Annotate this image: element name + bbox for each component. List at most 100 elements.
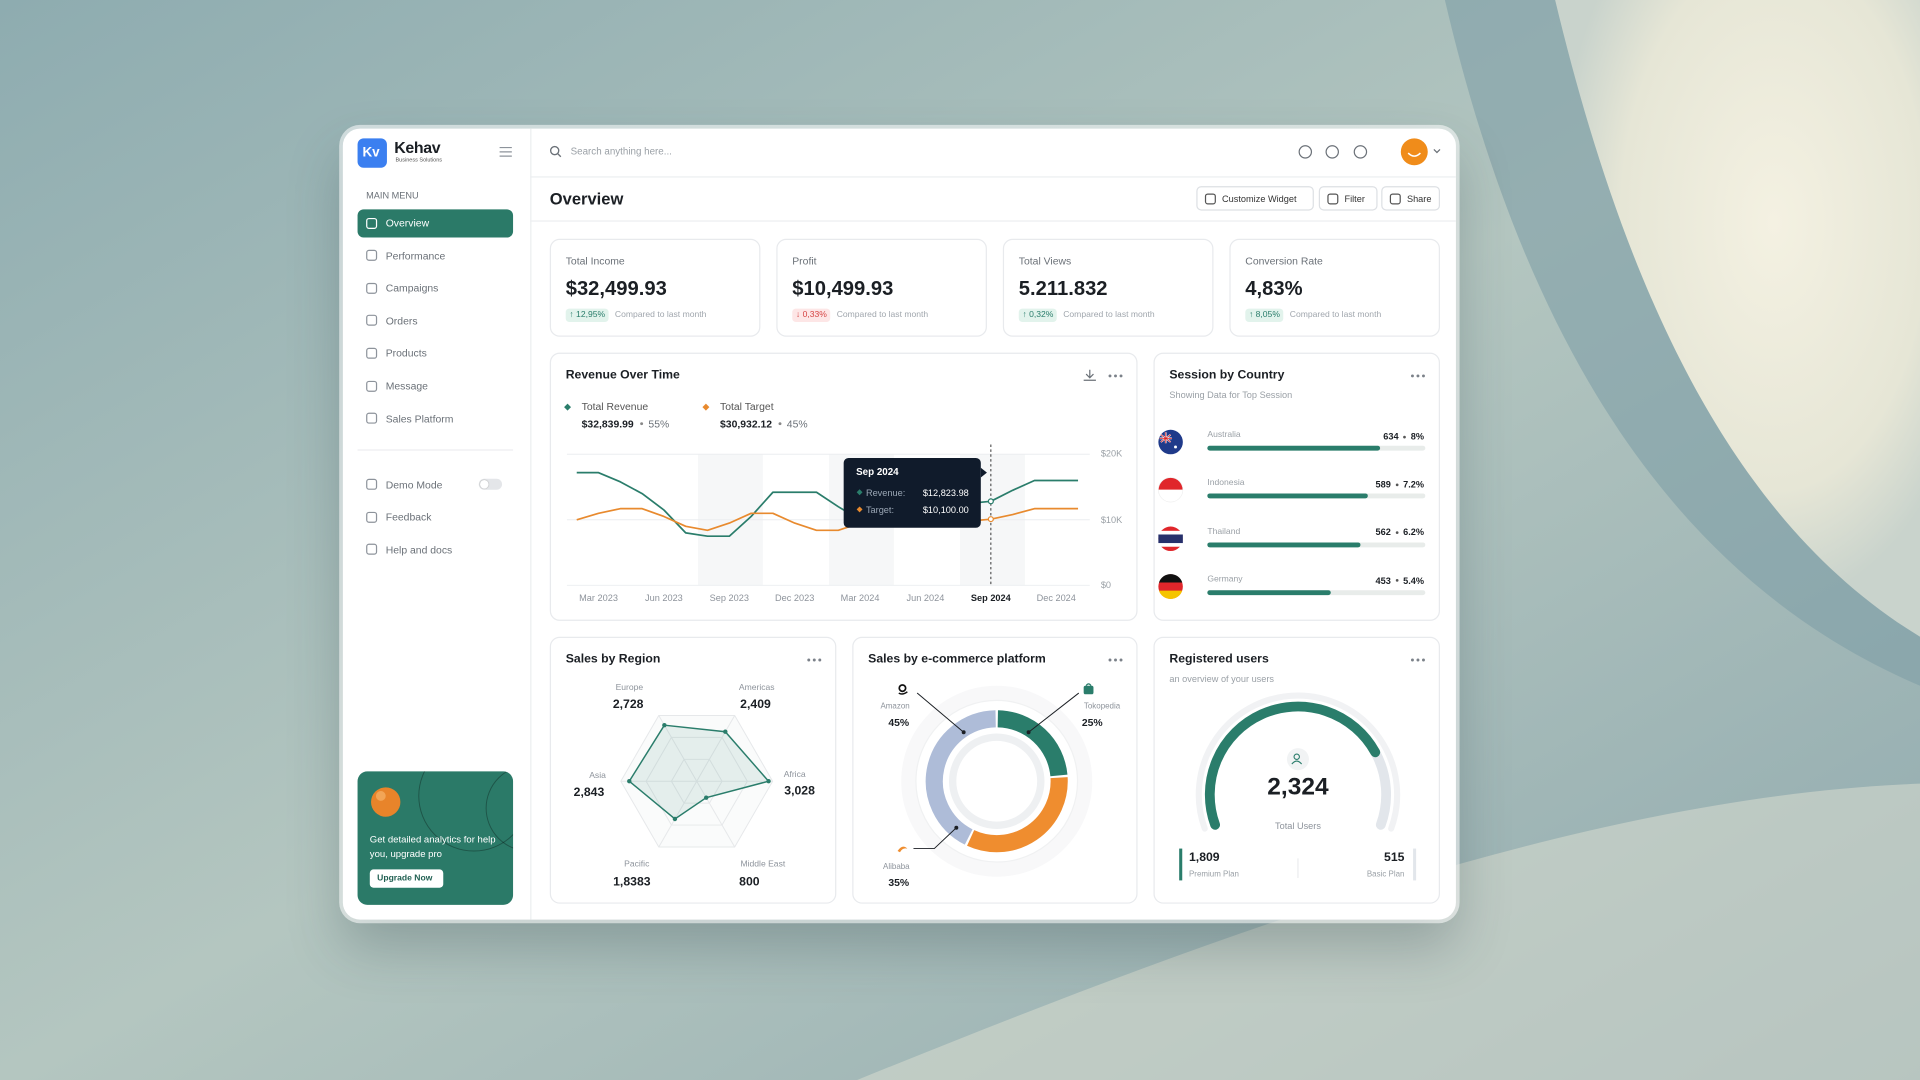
menu-item[interactable]: Performance [358,241,514,269]
dot [639,422,643,426]
legend-name: Total Target [720,400,774,413]
legend-total: $32,839.99 [581,417,634,430]
tooltip-label: Target: [865,504,895,516]
menu-section: MAIN MENU [366,189,419,201]
page-title: Overview [549,189,624,209]
platform-logo [898,684,908,695]
menu-item[interactable]: Help and docs [358,536,514,564]
more-button[interactable] [1410,373,1426,378]
bar [1207,590,1331,595]
promo-ball [371,787,401,817]
hover-point [987,498,994,505]
bar [1207,493,1368,499]
download-button[interactable] [1083,369,1096,382]
card-title: Sales by e-commerce platform [868,652,1046,667]
search-input[interactable]: Search anything here... [570,145,672,157]
icon [366,282,378,294]
flag [1158,477,1184,503]
leader-dot [954,825,959,830]
card-subtitle: an overview of your users [1169,673,1275,685]
kpi-label: Conversion Rate [1245,254,1323,267]
premium-value: 1,809 [1188,851,1220,865]
upgrade-button[interactable]: Upgrade Now [369,869,444,888]
separator-dot [1395,483,1399,486]
brand-name: Kehav [394,138,441,157]
icon [366,380,378,392]
menu-label: Products [385,347,427,360]
dot [1395,579,1399,583]
icon-shape [1325,145,1339,159]
menu-label: Sales Platform [385,412,454,425]
country-name: Thailand [1207,527,1241,536]
dot [1422,374,1425,378]
icon-shape [1204,193,1216,205]
dot [1114,374,1117,378]
menu-item[interactable]: Campaigns [358,274,514,302]
menu-item[interactable]: Products [358,339,514,367]
kpi-note: Compared to last month [836,310,929,319]
radar-point [672,816,678,822]
dot [1416,658,1420,662]
menu-label: Demo Mode [385,478,443,491]
header-button[interactable]: Customize Widget [1196,186,1314,211]
dot [777,422,781,426]
country-bar [1207,590,1426,595]
platform-logo [897,846,908,853]
more-button[interactable] [807,658,822,663]
menu-item[interactable]: Overview [357,208,514,237]
icon-shape [1327,193,1339,205]
donut-segment [967,777,1068,853]
country-name: Indonesia [1207,479,1245,488]
region-name: Pacific [624,860,650,869]
legend-marker [702,403,710,411]
more-button[interactable] [1108,373,1123,378]
country-share: 8% [1410,430,1425,442]
header-button[interactable]: Share [1381,186,1440,211]
more-button[interactable] [1410,658,1426,663]
menu-item[interactable]: Orders [358,306,514,334]
icon-shape [366,347,378,359]
country-stats: 453 5.4% [1376,575,1425,586]
more-button[interactable] [1108,658,1123,663]
promo-decoration [371,771,514,852]
menu-item[interactable]: Message [358,372,514,400]
card-title: Registered users [1169,652,1269,667]
avatar-face [1400,138,1428,166]
country-stats: 589 7.2% [1376,479,1425,490]
region-name: Africa [783,770,806,780]
demo-toggle[interactable] [478,478,503,490]
leader-dot [1026,730,1031,735]
country-share: 5.4% [1403,575,1425,587]
menu-toggle[interactable] [499,146,512,157]
icon [366,478,378,490]
x-tick-label: Sep 2023 [709,592,749,604]
toolbar-button[interactable] [1325,144,1340,159]
menu-item[interactable]: Demo Mode [358,470,514,498]
region-name: Americas [738,683,775,693]
card-title: Sales by Region [565,652,661,667]
kpi-change: ↑ 8,05% [1245,307,1284,322]
x-tick-label: Mar 2024 [840,592,880,604]
toolbar-button[interactable] [1298,144,1313,159]
icon [366,511,378,523]
dot [1119,374,1123,378]
icon-shape [1298,145,1313,159]
menu-item[interactable]: Sales Platform [358,404,514,432]
dot [818,658,822,662]
separator-dot [1395,531,1399,535]
tooltip: Sep 2024 Revenue: $12,823.98 Target: $10,100… [843,457,988,528]
menu-item[interactable]: Feedback [358,503,514,531]
kpi-value: $32,499.93 [565,277,667,300]
icon-shape [1389,193,1401,205]
toolbar-button[interactable] [1353,144,1368,159]
users-icon [1291,760,1303,765]
toggle-knob [480,480,489,489]
icon-shape [366,412,378,424]
avatar[interactable] [1400,138,1443,166]
region-value: 800 [739,875,760,889]
search-icon [549,145,562,158]
menu-label: Feedback [385,510,432,524]
kpi-change: ↑ 0,32% [1018,307,1058,322]
dot [1395,531,1399,535]
header-button[interactable]: Filter [1318,186,1378,211]
